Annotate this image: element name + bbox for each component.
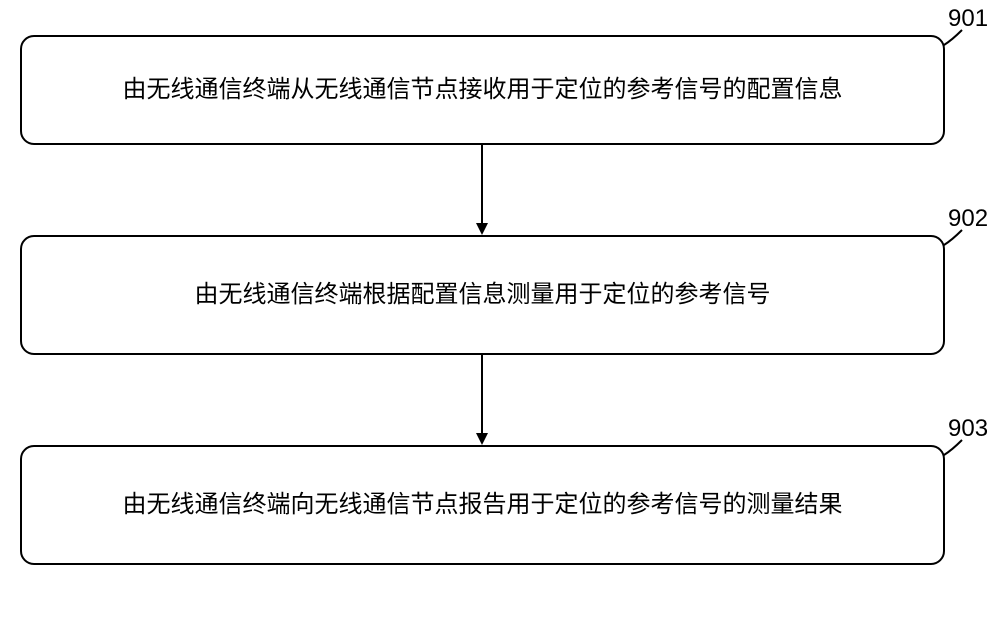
- flowchart-node-903: 由无线通信终端向无线通信节点报告用于定位的参考信号的测量结果: [20, 445, 945, 565]
- flowchart-container: 由无线通信终端从无线通信节点接收用于定位的参考信号的配置信息 901 由无线通信…: [0, 0, 1000, 633]
- node-text: 由无线通信终端向无线通信节点报告用于定位的参考信号的测量结果: [123, 488, 843, 522]
- flowchart-node-902: 由无线通信终端根据配置信息测量用于定位的参考信号: [20, 235, 945, 355]
- node-text: 由无线通信终端从无线通信节点接收用于定位的参考信号的配置信息: [123, 73, 843, 107]
- node-label-901: 901: [948, 5, 988, 33]
- node-label-902: 902: [948, 205, 988, 233]
- node-label-903: 903: [948, 415, 988, 443]
- node-text: 由无线通信终端根据配置信息测量用于定位的参考信号: [195, 278, 771, 312]
- flowchart-node-901: 由无线通信终端从无线通信节点接收用于定位的参考信号的配置信息: [20, 35, 945, 145]
